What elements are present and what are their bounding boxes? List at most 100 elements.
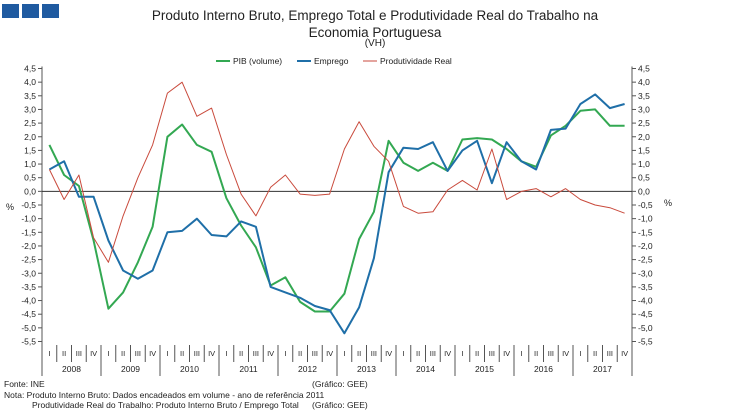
quarter-label: III <box>253 349 259 358</box>
note-pib: Nota: Produto Interno Bruto: Dados encad… <box>4 389 325 400</box>
year-label: 2014 <box>416 364 435 374</box>
legend-label: Emprego <box>314 56 349 66</box>
y-tick-label-left: -3,5 <box>21 282 36 292</box>
y-tick-label-right: 1,5 <box>638 145 650 155</box>
y-tick-label-left: 2,5 <box>24 118 36 128</box>
y-tick-label-left: 3,5 <box>24 91 36 101</box>
quarter-label: II <box>534 349 538 358</box>
y-tick-label-left: -4,0 <box>21 296 36 306</box>
y-tick-label-left: -4,5 <box>21 309 36 319</box>
quarter-label: IV <box>621 349 628 358</box>
y-tick-label-left: -5,0 <box>21 323 36 333</box>
quarter-label: I <box>461 349 463 358</box>
y-tick-label-right: -2,5 <box>638 255 653 265</box>
quarter-label: I <box>579 349 581 358</box>
year-label: 2017 <box>593 364 612 374</box>
y-tick-label-left: 3,0 <box>24 104 36 114</box>
quarter-label: II <box>475 349 479 358</box>
ine-logo <box>2 4 59 18</box>
y-tick-label-left: 2,0 <box>24 132 36 142</box>
quarter-label: I <box>107 349 109 358</box>
y-tick-label-right: -1,0 <box>638 214 653 224</box>
y-tick-label-left: 1,5 <box>24 145 36 155</box>
y-axis-label-left: % <box>6 202 14 212</box>
chart-title: Produto Interno Bruto, Emprego Total e P… <box>90 7 660 41</box>
y-tick-label-right: 1,0 <box>638 159 650 169</box>
quarter-label: IV <box>503 349 510 358</box>
quarter-label: II <box>357 349 361 358</box>
series-line-emprego <box>48 93 625 335</box>
y-tick-label-right: -5,5 <box>638 337 653 347</box>
quarter-label: II <box>62 349 66 358</box>
quarter-label: IV <box>385 349 392 358</box>
quarter-label: IV <box>90 349 97 358</box>
chart-subtitle: (VH) <box>364 38 386 49</box>
y-tick-label-right: 3,5 <box>638 91 650 101</box>
quarter-label: III <box>548 349 554 358</box>
quarter-label: IV <box>444 349 451 358</box>
y-tick-label-left: -1,0 <box>21 214 36 224</box>
year-label: 2008 <box>62 364 81 374</box>
y-tick-label-left: 1,0 <box>24 159 36 169</box>
year-label: 2015 <box>475 364 494 374</box>
quarter-label: III <box>371 349 377 358</box>
y-tick-label-right: 0,0 <box>638 186 650 196</box>
year-label: 2010 <box>180 364 199 374</box>
y-tick-label-right: -0,5 <box>638 200 653 210</box>
series-line-produtividade-real <box>48 81 625 263</box>
y-tick-label-right: -1,5 <box>638 227 653 237</box>
quarter-label: I <box>343 349 345 358</box>
quarter-label: III <box>312 349 318 358</box>
series-line-pib-volume <box>48 108 625 313</box>
chart-notes: Fonte: INE Nota: Produto Interno Bruto: … <box>4 379 324 411</box>
y-tick-label-right: -5,0 <box>638 323 653 333</box>
graphic-credit-1: (Gráfico: GEE) <box>312 379 368 389</box>
y-tick-label-right: -3,5 <box>638 282 653 292</box>
quarter-label: III <box>430 349 436 358</box>
y-tick-label-left: -2,0 <box>21 241 36 251</box>
quarter-label: IV <box>267 349 274 358</box>
logo-square-1 <box>2 4 19 18</box>
y-tick-label-right: 0,5 <box>638 173 650 183</box>
quarter-label: III <box>607 349 613 358</box>
y-tick-label-left: 0,5 <box>24 173 36 183</box>
logo-square-3 <box>42 4 59 18</box>
quarter-label: III <box>135 349 141 358</box>
y-axis-label-right: % <box>664 198 672 208</box>
quarter-label: I <box>284 349 286 358</box>
y-tick-label-left: 4,5 <box>24 64 36 74</box>
quarter-label: II <box>239 349 243 358</box>
quarter-label: I <box>402 349 404 358</box>
quarter-label: III <box>489 349 495 358</box>
logo-square-2 <box>22 4 39 18</box>
quarter-label: I <box>225 349 227 358</box>
year-label: 2012 <box>298 364 317 374</box>
chart-title-line2: Economia Portuguesa <box>308 25 442 40</box>
quarter-label: I <box>48 349 50 358</box>
quarter-label: IV <box>208 349 215 358</box>
year-label: 2016 <box>534 364 553 374</box>
year-label: 2009 <box>121 364 140 374</box>
y-tick-label-left: -3,0 <box>21 268 36 278</box>
y-tick-label-left: 4,0 <box>24 77 36 87</box>
year-label: 2013 <box>357 364 376 374</box>
legend-label: PIB (volume) <box>233 56 282 66</box>
source-note: Fonte: INE <box>4 379 45 389</box>
quarter-label: III <box>76 349 82 358</box>
y-tick-label-left: -1,5 <box>21 227 36 237</box>
legend-label: Produtividade Real <box>380 56 452 66</box>
y-tick-label-right: -4,0 <box>638 296 653 306</box>
year-label: 2011 <box>239 364 258 374</box>
y-tick-label-right: 4,5 <box>638 64 650 74</box>
quarter-label: II <box>121 349 125 358</box>
quarter-label: II <box>180 349 184 358</box>
y-tick-label-left: -2,5 <box>21 255 36 265</box>
y-tick-label-right: -4,5 <box>638 309 653 319</box>
y-tick-label-right: 3,0 <box>638 104 650 114</box>
y-tick-label-right: -2,0 <box>638 241 653 251</box>
quarter-label: II <box>416 349 420 358</box>
y-tick-label-right: 2,5 <box>638 118 650 128</box>
y-tick-label-left: 0,0 <box>24 186 36 196</box>
quarter-label: IV <box>326 349 333 358</box>
